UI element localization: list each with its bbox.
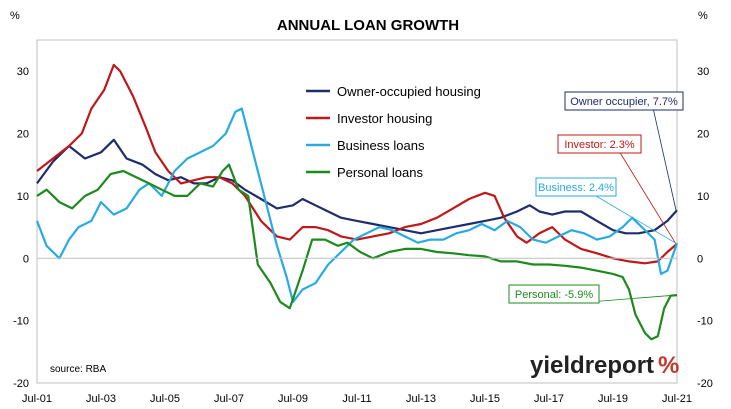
y-tick-label-right: -20 <box>697 378 713 390</box>
x-tick-label: Jul-15 <box>470 393 500 405</box>
legend-label: Owner-occupied housing <box>337 84 481 99</box>
legend-label: Business loans <box>337 138 425 153</box>
x-tick-label: Jul-21 <box>662 393 692 405</box>
y-ticks-left: -20 -10 0 10 20 30 <box>13 66 29 390</box>
annotation-leader <box>595 195 677 244</box>
annotation-label: Owner occupier, 7.7% <box>570 96 678 108</box>
y-tick-label-left: -10 <box>13 316 29 328</box>
annotation-label: Investor: 2.3% <box>564 139 635 151</box>
series-line-owner-occupied-housing <box>36 138 678 235</box>
annotation-box <box>535 177 617 197</box>
annotation-label: Personal: -5.9% <box>515 289 593 301</box>
brand-logo: yieldreport % <box>530 352 679 379</box>
legend: Owner-occupied housing Investor housing Bu… <box>306 84 481 180</box>
legend-label: Investor housing <box>337 111 432 126</box>
x-tick-label: Jul-03 <box>86 393 116 405</box>
legend-label: Personal loans <box>337 165 423 180</box>
x-ticks: Jul-01 Jul-03 Jul-05 Jul-07 Jul-09 Jul-11 Jul-… <box>22 393 692 405</box>
series-line-investor-housing <box>36 63 678 265</box>
x-tick-label: Jul-07 <box>214 393 244 405</box>
annotation-box <box>508 284 600 304</box>
y-tick-label-left: 10 <box>17 191 29 203</box>
source-note: source: RBA <box>50 364 106 375</box>
chart-title: ANNUAL LOAN GROWTH <box>277 17 459 34</box>
brand-percent-icon: % <box>658 352 679 379</box>
y-tick-label-right: 30 <box>697 66 709 78</box>
x-tick-label: Jul-17 <box>534 393 564 405</box>
y-ticks-right: -20 -10 0 10 20 30 <box>697 66 713 390</box>
x-tick-label: Jul-09 <box>278 393 308 405</box>
annotations: Owner occupier, 7.7% Investor: 2.3% Busine… <box>508 91 684 304</box>
x-tick-label: Jul-05 <box>150 393 180 405</box>
x-tick-label: Jul-01 <box>22 393 52 405</box>
annotation-label: Business: 2.4% <box>538 182 614 194</box>
annotation-box <box>557 134 642 154</box>
series-layer <box>35 63 679 341</box>
y-tick-label-right: 20 <box>697 129 709 141</box>
y-tick-label-left: 20 <box>17 129 29 141</box>
y-tick-label-left: 0 <box>23 253 29 265</box>
y-tick-label-left: 30 <box>17 66 29 78</box>
y-tick-label-right: -10 <box>697 316 713 328</box>
y-tick-label-right: 0 <box>697 253 703 265</box>
x-tick-label: Jul-19 <box>598 393 628 405</box>
brand-wordmark: yieldreport <box>530 352 654 379</box>
x-tick-label: Jul-11 <box>342 393 371 405</box>
annotation-leader <box>653 109 677 211</box>
y-tick-label-left: -20 <box>13 378 29 390</box>
y-axis-label-left: % <box>10 10 20 22</box>
x-tick-label: Jul-13 <box>406 393 436 405</box>
series-line-business-loans <box>35 107 679 303</box>
annotation-leader <box>619 152 677 245</box>
y-tick-label-right: 10 <box>697 191 709 203</box>
y-axis-label-right: % <box>698 10 708 22</box>
series-line-personal-loans <box>36 163 678 341</box>
annotation-box <box>564 91 684 111</box>
